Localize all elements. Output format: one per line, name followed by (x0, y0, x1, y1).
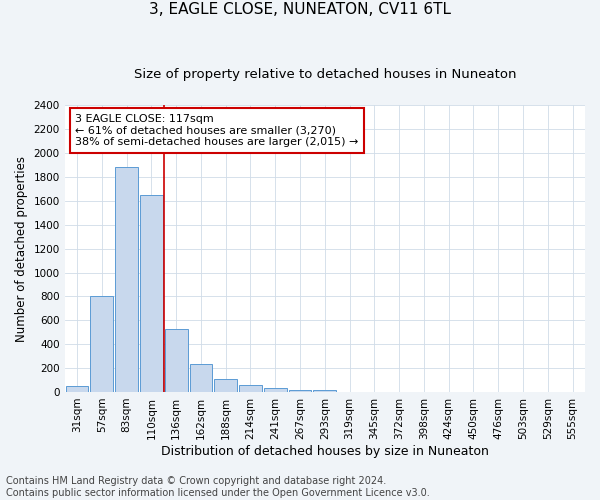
Bar (140, 195, 163, 392)
Bar (165, 328, 188, 392)
Bar (239, 386, 262, 392)
Bar (65, 386, 88, 392)
Bar (264, 388, 287, 392)
Y-axis label: Number of detached properties: Number of detached properties (15, 156, 28, 342)
X-axis label: Distribution of detached houses by size in Nuneaton: Distribution of detached houses by size … (161, 444, 489, 458)
Bar (214, 380, 237, 392)
Text: Contains HM Land Registry data © Crown copyright and database right 2024.
Contai: Contains HM Land Registry data © Crown c… (6, 476, 430, 498)
Text: 3, EAGLE CLOSE, NUNEATON, CV11 6TL: 3, EAGLE CLOSE, NUNEATON, CV11 6TL (149, 2, 451, 18)
Bar (190, 364, 212, 392)
Bar (115, 168, 138, 392)
Title: Size of property relative to detached houses in Nuneaton: Size of property relative to detached ho… (134, 68, 516, 80)
Text: 3 EAGLE CLOSE: 117sqm
← 61% of detached houses are smaller (3,270)
38% of semi-d: 3 EAGLE CLOSE: 117sqm ← 61% of detached … (75, 114, 358, 147)
Bar (91, 296, 113, 392)
Bar (289, 390, 311, 392)
Bar (313, 390, 336, 392)
